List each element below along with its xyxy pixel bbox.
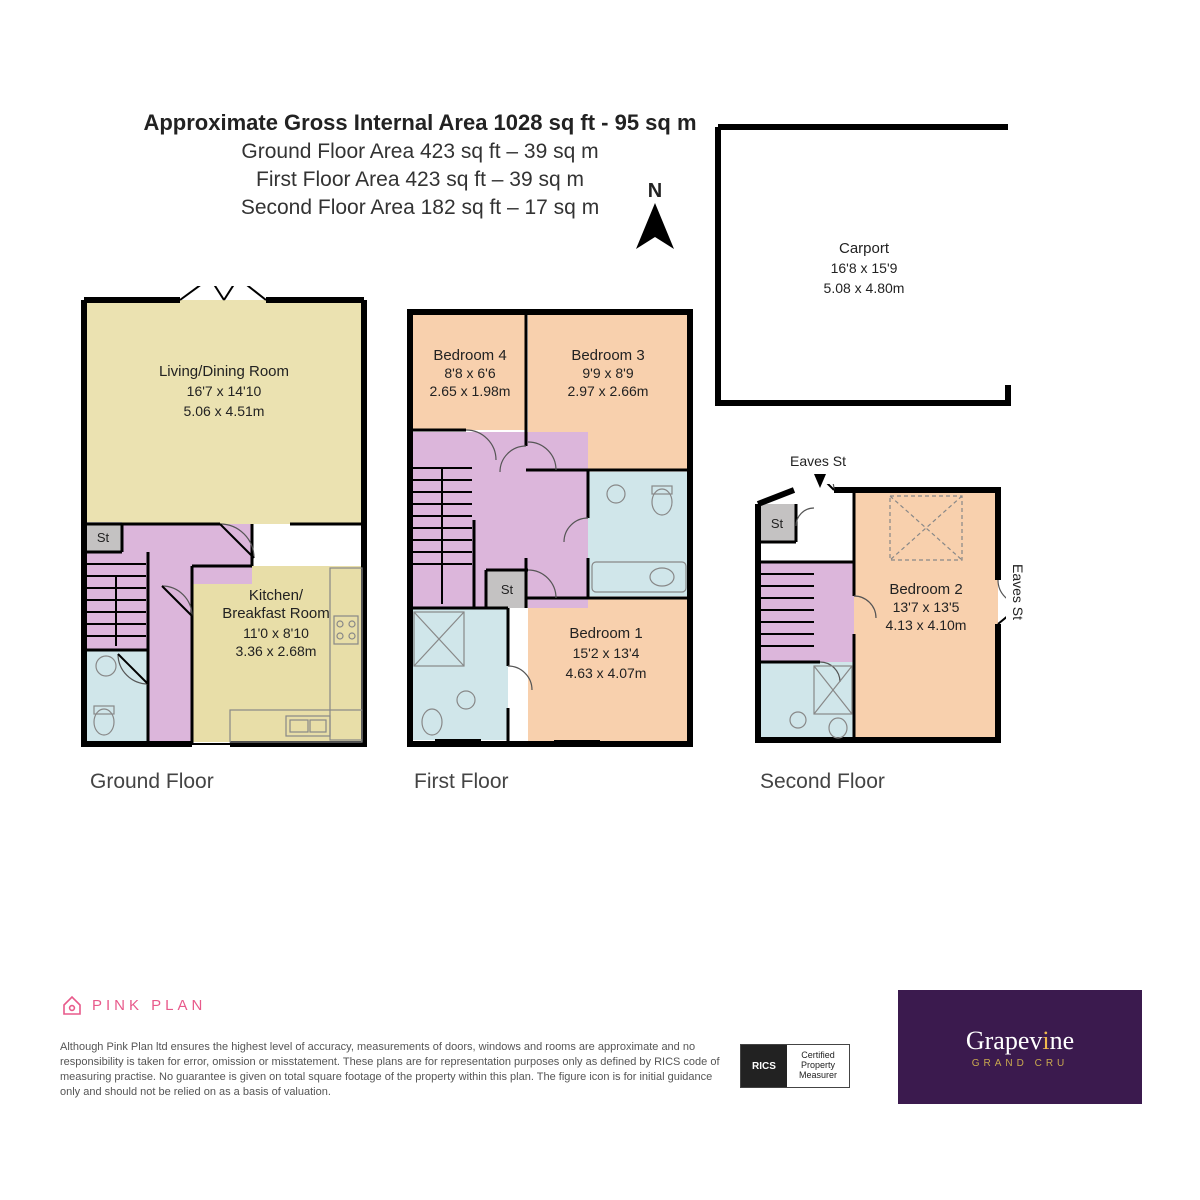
svg-text:9'9 x 8'9: 9'9 x 8'9 (582, 365, 633, 381)
eaves-top-label: Eaves St (790, 453, 846, 469)
bed2-label: Bedroom 2 (889, 581, 962, 598)
store-label: St (97, 530, 110, 545)
bed1-label: Bedroom 1 (569, 625, 642, 642)
carport-name: Carport (839, 240, 890, 257)
grapevine-title: Grapevine (966, 1026, 1074, 1056)
second-floor-label: Second Floor (760, 770, 885, 794)
bed3-label: Bedroom 3 (571, 347, 644, 364)
rics-badge: RICS Certified Property Measurer (740, 1044, 850, 1088)
svg-text:St: St (771, 516, 784, 531)
first-floor-plan: Bedroom 4 8'8 x 6'6 2.65 x 1.98m Bedroom… (406, 308, 696, 754)
bath-room (588, 472, 688, 596)
bed4-label: Bedroom 4 (433, 347, 506, 364)
ensuite2-room (760, 662, 854, 738)
ground-floor-plan: Living/Dining Room 16'7 x 14'10 5.06 x 4… (80, 286, 370, 754)
svg-text:8'8 x 6'6: 8'8 x 6'6 (444, 365, 495, 381)
svg-text:11'0 x 8'10: 11'0 x 8'10 (243, 625, 309, 641)
carport-dim-met: 5.08 x 4.80m (824, 280, 905, 296)
carport-dim-imp: 16'8 x 15'9 (831, 260, 898, 276)
grapevine-sub: GRAND CRU (972, 1058, 1069, 1069)
living-label: Living/Dining Room (159, 363, 289, 380)
pinkplan-icon (60, 993, 84, 1017)
ground-floor-label: Ground Floor (90, 770, 214, 794)
svg-text:16'7 x 14'10: 16'7 x 14'10 (187, 383, 262, 399)
kitchen-label: Kitchen/ (249, 587, 304, 604)
pinkplan-text: PINK PLAN (92, 997, 206, 1014)
eaves-arrow-icon (814, 470, 826, 488)
compass-n: N (628, 180, 682, 203)
svg-text:St: St (501, 582, 514, 597)
svg-text:15'2 x 13'4: 15'2 x 13'4 (573, 645, 640, 661)
pinkplan-logo: PINK PLAN (60, 993, 206, 1017)
landing-upper (412, 432, 588, 520)
svg-text:Breakfast Room: Breakfast Room (222, 605, 330, 622)
ensuite-room (412, 608, 508, 740)
header-ground: Ground Floor Area 423 sq ft – 39 sq m (100, 140, 740, 164)
svg-text:2.65 x 1.98m: 2.65 x 1.98m (430, 383, 511, 399)
first-floor-label: First Floor (414, 770, 509, 794)
carport-plan: Carport 16'8 x 15'9 5.08 x 4.80m (714, 123, 1014, 413)
compass: N (628, 180, 682, 261)
rics-mark: RICS (741, 1045, 787, 1087)
rics-text: Certified Property Measurer (787, 1045, 849, 1087)
grapevine-logo: Grapevine GRAND CRU (898, 990, 1142, 1104)
svg-text:4.63 x 4.07m: 4.63 x 4.07m (566, 665, 647, 681)
svg-text:2.97 x 2.66m: 2.97 x 2.66m (568, 383, 649, 399)
compass-arrow-icon (628, 201, 682, 261)
svg-text:13'7 x 13'5: 13'7 x 13'5 (893, 599, 960, 615)
svg-text:5.06 x 4.51m: 5.06 x 4.51m (184, 403, 265, 419)
second-floor-plan: Bedroom 2 13'7 x 13'5 4.13 x 4.10m St (754, 484, 1006, 746)
eaves-right-label: Eaves St (1010, 564, 1026, 620)
svg-text:3.36 x 2.68m: 3.36 x 2.68m (236, 643, 317, 659)
disclaimer-text: Although Pink Plan ltd ensures the highe… (60, 1040, 720, 1099)
svg-text:4.13 x 4.10m: 4.13 x 4.10m (886, 617, 967, 633)
header-title: Approximate Gross Internal Area 1028 sq … (100, 110, 740, 136)
